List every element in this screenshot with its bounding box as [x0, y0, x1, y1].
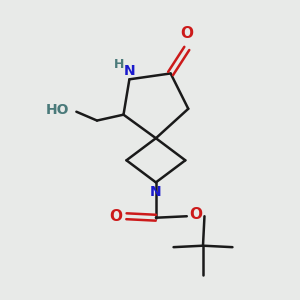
Text: N: N — [124, 64, 135, 78]
Text: N: N — [150, 185, 162, 199]
Text: O: O — [180, 26, 193, 41]
Text: HO: HO — [46, 103, 69, 117]
Text: H: H — [114, 58, 124, 71]
Text: O: O — [110, 209, 123, 224]
Text: O: O — [189, 207, 202, 222]
